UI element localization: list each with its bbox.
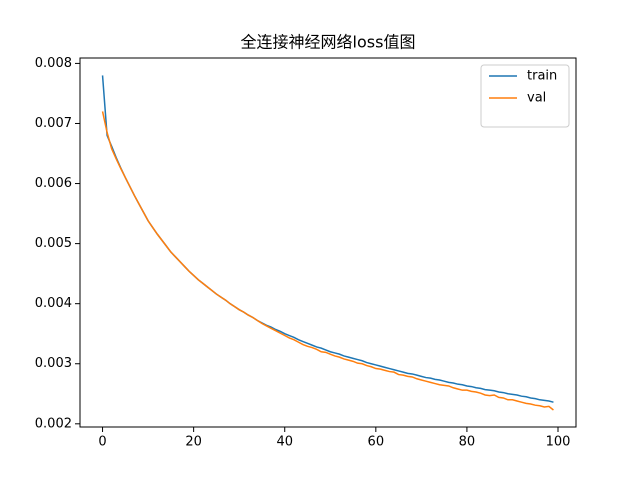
x-tick-label: 40 bbox=[276, 435, 293, 450]
legend-box bbox=[480, 64, 570, 128]
x-tick-label: 60 bbox=[368, 435, 385, 450]
chart-title: 全连接神经网络loss值图 bbox=[241, 33, 416, 52]
axes-frame bbox=[79, 57, 577, 428]
y-tick-label: 0.007 bbox=[35, 116, 72, 131]
y-tick-label: 0.004 bbox=[35, 296, 72, 311]
y-tick-label: 0.005 bbox=[35, 236, 72, 251]
y-tick-label: 0.002 bbox=[35, 416, 72, 431]
legend-label: val bbox=[527, 91, 546, 106]
x-tick-label: 80 bbox=[459, 435, 476, 450]
x-tick-label: 100 bbox=[546, 435, 571, 450]
y-tick-label: 0.003 bbox=[35, 356, 72, 371]
x-tick-label: 0 bbox=[98, 435, 106, 450]
line-series bbox=[101, 111, 554, 411]
x-tick-label: 20 bbox=[185, 435, 202, 450]
legend-label: train bbox=[527, 69, 557, 84]
y-tick-label: 0.008 bbox=[35, 56, 72, 71]
y-tick-label: 0.006 bbox=[35, 176, 72, 191]
